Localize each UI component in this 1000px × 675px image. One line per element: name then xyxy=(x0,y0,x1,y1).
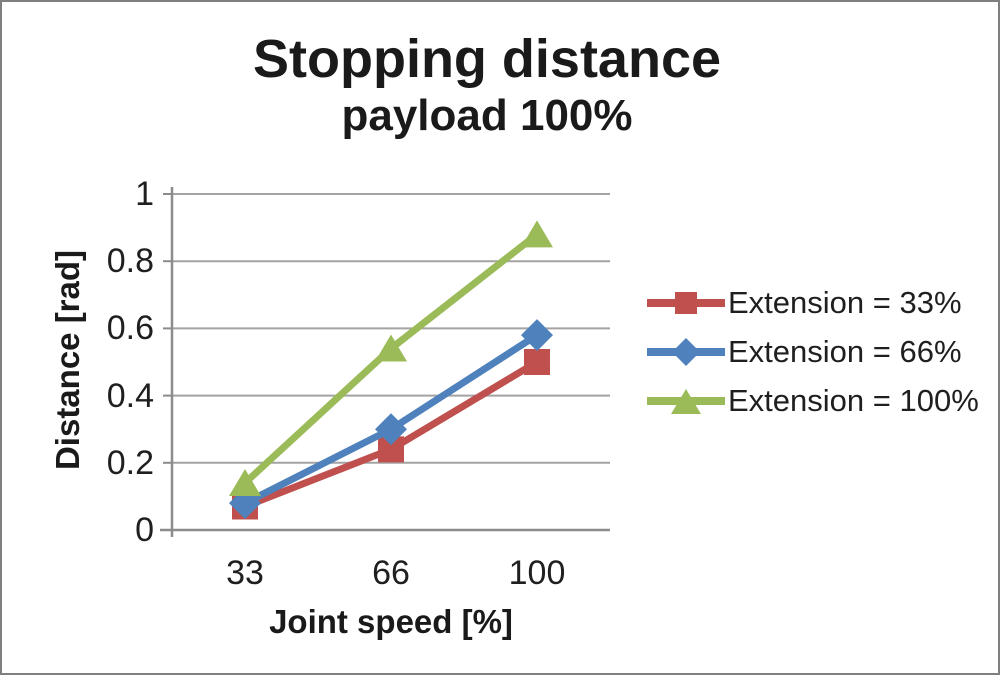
legend-label: Extension = 33% xyxy=(728,285,962,320)
data-point-marker xyxy=(375,413,407,446)
data-point-marker xyxy=(229,468,261,496)
y-tick-label: 1 xyxy=(135,175,154,213)
y-axis-title: Distance [rad] xyxy=(49,249,86,471)
legend-label: Extension = 66% xyxy=(728,334,962,369)
y-tick-label: 0.6 xyxy=(106,309,154,348)
chart-title: Stopping distance xyxy=(252,29,722,89)
legend-marker-diamond-icon xyxy=(647,338,725,366)
data-point-marker xyxy=(524,349,550,375)
legend-marker-triangle-icon xyxy=(647,389,725,414)
legend-item: Extension = 33% xyxy=(647,283,962,323)
legend-item: Extension = 100% xyxy=(647,381,979,421)
y-tick-label: 0.8 xyxy=(106,242,154,281)
data-point-marker xyxy=(521,319,553,352)
legend-marker-square-icon xyxy=(647,292,725,314)
x-tick-label: 33 xyxy=(226,554,264,592)
x-axis-title: Joint speed [%] xyxy=(269,603,513,640)
x-tick-label: 66 xyxy=(372,554,410,592)
y-tick-label: 0.2 xyxy=(106,443,154,482)
y-tick-label: 0 xyxy=(135,511,154,549)
legend-label: Extension = 100% xyxy=(728,383,979,418)
x-tick-label: 100 xyxy=(508,554,566,592)
legend-item: Extension = 66% xyxy=(647,332,962,372)
y-tick-label: 0.4 xyxy=(106,376,154,415)
chart-subtitle: payload 100% xyxy=(341,91,633,140)
data-point-marker xyxy=(521,220,553,248)
chart-title-block: Stopping distance payload 100% xyxy=(2,28,972,142)
data-point-marker xyxy=(375,334,407,362)
